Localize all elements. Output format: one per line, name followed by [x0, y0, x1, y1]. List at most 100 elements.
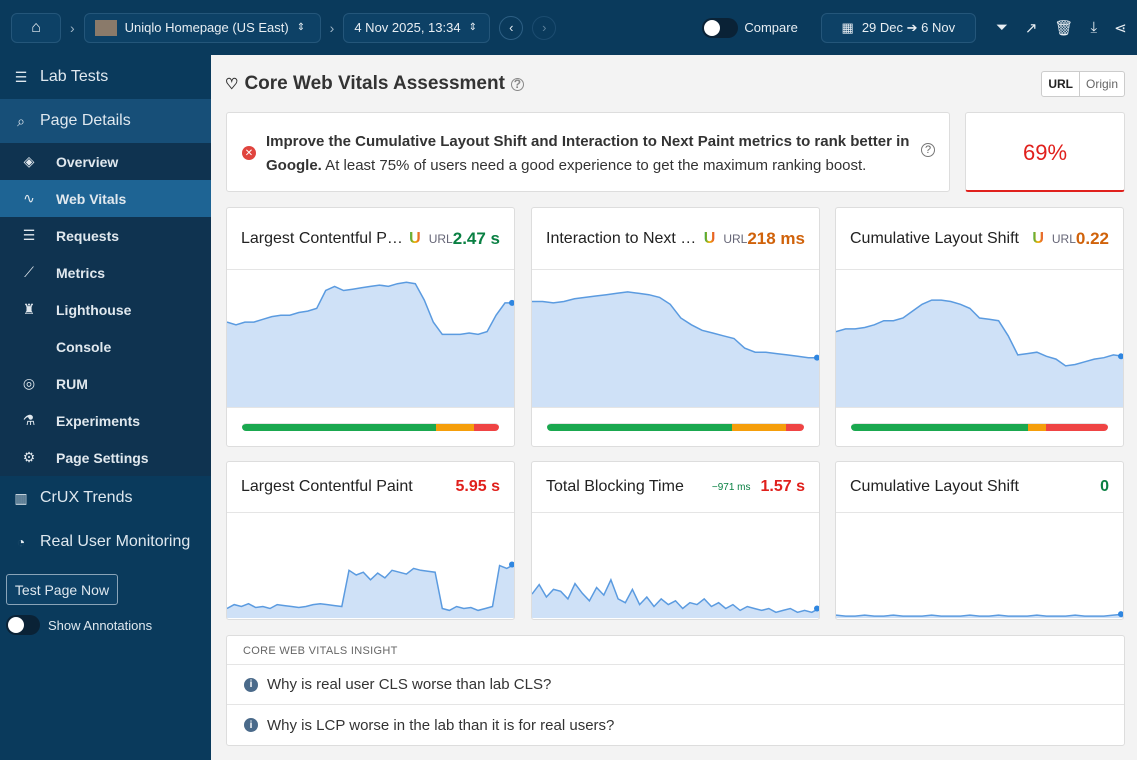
insight-item[interactable]: i Why is LCP worse in the lab than it is … [227, 705, 1124, 745]
sidebar: ☰ Lab Tests ⌕ Page Details ◈ Overview ∿ Web V… [0, 55, 211, 760]
sidebar-item-page-settings[interactable]: ⚙ Page Settings [0, 439, 211, 476]
source-label: URL [1051, 231, 1076, 246]
crux-metric-card[interactable]: Interaction to Next Paint U URL 218 ms [531, 207, 820, 447]
sidebar-item-metrics[interactable]: ⟋ Metrics [0, 254, 211, 291]
poor-segment [474, 424, 499, 431]
sidebar-item-overview[interactable]: ◈ Overview [0, 143, 211, 180]
sidebar-crux-trends[interactable]: ▥ CrUX Trends [0, 476, 211, 520]
crux-metric-card[interactable]: Cumulative Layout Shift U URL 0.22 [835, 207, 1124, 447]
metric-value: 218 ms [747, 228, 805, 248]
trash-icon[interactable]: 🗑 [1054, 19, 1074, 37]
tab-url[interactable]: URL [1042, 72, 1080, 96]
updown-icon: ⇕ [296, 22, 306, 33]
tab-origin[interactable]: Origin [1085, 77, 1118, 91]
sidebar-item-web-vitals[interactable]: ∿ Web Vitals [0, 180, 211, 217]
insight-text: Why is LCP worse in the lab than it is f… [267, 716, 615, 734]
metric-value: 2.47 s [452, 228, 500, 248]
label: Page Details [40, 112, 131, 129]
info-icon: i [244, 718, 258, 732]
sparkline-point [1118, 611, 1123, 618]
metric-sparkline [532, 577, 819, 618]
metric-title: Interaction to Next Paint [546, 229, 698, 247]
metric-value: 1.57 s [760, 478, 805, 495]
metric-delta: −971 ms [711, 481, 751, 493]
lighthouse-icon: ♜ [22, 301, 36, 317]
page-search-icon: ⌕ [17, 112, 25, 129]
sparkline-point [509, 299, 514, 306]
metric-sparkline [227, 561, 514, 618]
assessment-message: ✕ Improve the Cumulative Layout Shift an… [226, 112, 950, 192]
sparkline-line [836, 299, 1123, 367]
toggle-switch[interactable] [702, 17, 739, 38]
label: Lighthouse [56, 301, 132, 318]
page-title: Core Web Vitals Assessment [244, 73, 505, 94]
sparkline-area [227, 564, 514, 618]
compare-toggle[interactable]: Compare [702, 17, 798, 38]
home-button[interactable]: ⌂ [11, 12, 61, 43]
source-label: URL [723, 231, 748, 246]
heart-pulse-icon: ♡ [225, 76, 239, 93]
chart-line-icon: ⟋ [24, 264, 34, 280]
source-label: URL [428, 231, 453, 246]
sidebar-item-console[interactable]: Console [0, 328, 211, 365]
help-icon[interactable]: ? [510, 77, 524, 91]
page-selector[interactable]: Uniqlo Homepage (US East) ⇕ [83, 12, 321, 43]
external-link-icon[interactable]: ↗ [1024, 19, 1038, 37]
sidebar-item-experiments[interactable]: ⚗ Experiments [0, 402, 211, 439]
help-icon[interactable]: ? [921, 143, 935, 157]
lab-metric-card[interactable]: Total Blocking Time −971 ms 1.57 s [531, 461, 820, 620]
metric-title: Cumulative Layout Shift [850, 478, 1019, 495]
bar-chart-icon: ▥ [14, 489, 28, 506]
toggle-switch[interactable] [6, 615, 40, 635]
poor-segment [786, 424, 804, 431]
sparkline-area [532, 291, 819, 407]
label: Metrics [56, 264, 106, 281]
insight-item[interactable]: i Why is real user CLS worse than lab CLS… [227, 665, 1124, 705]
test-page-now-button[interactable]: Test Page Now [6, 574, 118, 605]
date-range: 29 Dec ➔ 6 Nov [861, 19, 956, 35]
sidebar-page-details[interactable]: ⌕ Page Details [0, 99, 211, 143]
metric-title: Cumulative Layout Shift [850, 229, 1019, 247]
sidebar-item-lighthouse[interactable]: ♜ Lighthouse [0, 291, 211, 328]
label: Web Vitals [56, 190, 127, 207]
home-icon: ⌂ [31, 18, 41, 36]
date-range-picker[interactable]: ▦ 29 Dec ➔ 6 Nov [820, 12, 976, 43]
sparkline-point [1118, 353, 1123, 360]
distribution-bar [547, 423, 804, 431]
score-value: 69% [1022, 140, 1068, 165]
show-annotations-toggle[interactable]: Show Annotations [6, 615, 211, 635]
test-selector[interactable]: 4 Nov 2025, 13:34 ⇕ [343, 12, 491, 43]
rum-icon: ◎ [22, 375, 36, 391]
list-icon: ☰ [22, 227, 36, 243]
metric-value: 0.22 [1075, 228, 1109, 248]
metric-sparkline [227, 281, 514, 407]
distribution-bar [851, 423, 1108, 431]
sparkline-line [227, 281, 514, 336]
insight-text: Why is real user CLS worse than lab CLS? [267, 676, 552, 693]
distribution-bar [242, 423, 499, 431]
flask-icon: ⚗ [22, 412, 36, 428]
sidebar-rum[interactable]: ◔ Real User Monitoring [0, 520, 211, 564]
next-test-button[interactable]: › [532, 15, 557, 40]
sparkline-line [532, 291, 819, 359]
metric-title: Total Blocking Time [546, 478, 684, 495]
message-text: At least 75% of users need a good experi… [321, 157, 867, 174]
label: RUM [56, 375, 88, 392]
sparkline-point [814, 605, 819, 612]
insights-panel: CORE WEB VITALS INSIGHT i Why is real use… [226, 635, 1125, 746]
label: Requests [56, 227, 120, 244]
sidebar-item-requests[interactable]: ☰ Requests [0, 217, 211, 254]
sidebar-item-rum[interactable]: ◎ RUM [0, 365, 211, 402]
previous-test-button[interactable]: ‹ [499, 15, 524, 40]
label: Page Settings [56, 449, 149, 466]
download-icon[interactable]: ⤓ [1090, 18, 1098, 36]
filter-icon[interactable]: ⏷ [995, 18, 1008, 36]
share-icon[interactable]: ⋖ [1114, 19, 1127, 37]
rum-icon: ◔ [16, 534, 26, 550]
needs-improvement-segment [436, 424, 475, 431]
crux-metric-card[interactable]: Largest Contentful Paint U URL 2.47 s [226, 207, 515, 447]
sidebar-lab-tests[interactable]: ☰ Lab Tests [0, 55, 211, 99]
good-segment [547, 424, 733, 431]
lab-metric-card[interactable]: Largest Contentful Paint 5.95 s [226, 461, 515, 620]
lab-metric-card[interactable]: Cumulative Layout Shift 0 [835, 461, 1124, 620]
